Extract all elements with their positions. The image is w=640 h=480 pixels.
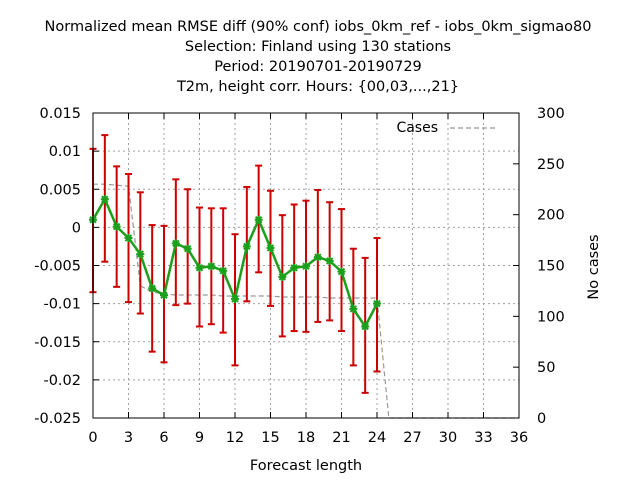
y-tick-label: 0	[72, 220, 81, 236]
marker-d2	[243, 242, 251, 251]
data-point	[242, 242, 251, 251]
data-point	[373, 299, 381, 308]
marker-d2	[231, 295, 239, 303]
data-point	[195, 263, 204, 272]
marker-d2	[183, 245, 192, 253]
marker-d2	[195, 264, 204, 272]
marker-d2	[160, 291, 168, 299]
marker-d2	[254, 216, 263, 224]
data-point	[302, 262, 310, 271]
x-tick-label: 15	[261, 430, 279, 446]
x-tick-label: 12	[226, 430, 244, 446]
legend-label-cases: Cases	[396, 120, 438, 136]
y2-tick-label: 0	[537, 411, 546, 427]
marker-d2	[290, 264, 298, 272]
title-line-3: Period: 20190701-20190729	[214, 59, 422, 75]
marker-d2	[101, 195, 109, 203]
y-tick-label: -0.005	[34, 259, 81, 275]
data-point	[231, 295, 239, 304]
x-tick-label: 18	[297, 430, 315, 446]
x-tick-label: 3	[124, 430, 133, 446]
data-point	[219, 266, 228, 275]
title-line-4: T2m, height corr. Hours: {00,03,...,21}	[176, 79, 459, 95]
x-tick-label: 33	[474, 430, 492, 446]
y2-tick-label: 300	[537, 106, 565, 122]
data-point	[337, 267, 346, 276]
x-tick-label: 30	[439, 430, 457, 446]
marker-d2	[136, 250, 145, 258]
marker-d2	[148, 284, 156, 293]
data-point	[148, 284, 157, 293]
y-tick-label: 0.01	[49, 144, 81, 160]
chart-title: Normalized mean RMSE diff (90% conf) iob…	[45, 19, 592, 95]
marker-d2	[112, 222, 121, 231]
title-line-1: Normalized mean RMSE diff (90% conf) iob…	[45, 19, 592, 35]
y2-tick-label: 100	[537, 309, 565, 325]
y-tick-label: 0.005	[39, 182, 81, 198]
data-point	[207, 262, 216, 271]
y-tick-label: -0.02	[43, 373, 81, 389]
data-point	[349, 304, 358, 313]
x-axis-label: Forecast length	[250, 458, 362, 474]
marker-d2	[302, 262, 310, 270]
data-point	[290, 263, 299, 272]
data-point	[313, 253, 322, 262]
y2-tick-label: 200	[537, 208, 565, 224]
data-point	[266, 243, 275, 252]
x-tick-label: 0	[88, 430, 97, 446]
x-tick-label: 6	[159, 430, 168, 446]
y2-tick-label: 50	[537, 360, 555, 376]
y-tick-label: -0.01	[43, 297, 81, 313]
data-point	[112, 222, 121, 231]
x-tick-label: 9	[195, 430, 204, 446]
data-point	[171, 239, 180, 248]
data-point	[100, 195, 109, 204]
data-point	[361, 322, 370, 331]
marker-d2	[373, 299, 381, 308]
y2-tick-label: 150	[537, 259, 565, 275]
marker-d2	[278, 273, 287, 281]
x-tick-label: 24	[368, 430, 386, 446]
marker-d2	[361, 322, 369, 331]
marker-d2	[314, 253, 322, 261]
data-point	[160, 291, 168, 300]
y2-axis-label: No cases	[586, 234, 602, 299]
y-tick-label: -0.025	[34, 411, 81, 427]
axes: 0 3 6 9 12 15 18 21 24 27 30 33 360.0150.010.0050-0.…	[34, 106, 564, 446]
marker-d2	[325, 257, 334, 265]
y2-tick-label: 250	[537, 157, 565, 173]
x-tick-label: 21	[332, 430, 350, 446]
legend: Cases	[396, 120, 498, 136]
data-point	[183, 244, 192, 253]
marker-d2	[266, 244, 275, 252]
x-tick-label: 27	[403, 430, 421, 446]
marker-d2	[337, 267, 346, 276]
data-point	[278, 272, 287, 281]
title-line-2: Selection: Finland using 130 stations	[185, 39, 451, 55]
marker-d2	[124, 234, 133, 242]
data-point	[136, 250, 145, 259]
data-point	[325, 256, 334, 265]
marker-d2	[349, 305, 358, 313]
x-tick-label: 36	[510, 430, 528, 446]
y-tick-label: -0.015	[34, 335, 81, 351]
data-point	[124, 234, 133, 243]
data-point	[254, 215, 263, 224]
main-series	[89, 195, 381, 331]
marker-d2	[207, 262, 216, 270]
y-tick-label: 0.015	[39, 106, 81, 122]
marker-d2	[219, 267, 227, 275]
marker-d2	[172, 239, 180, 248]
